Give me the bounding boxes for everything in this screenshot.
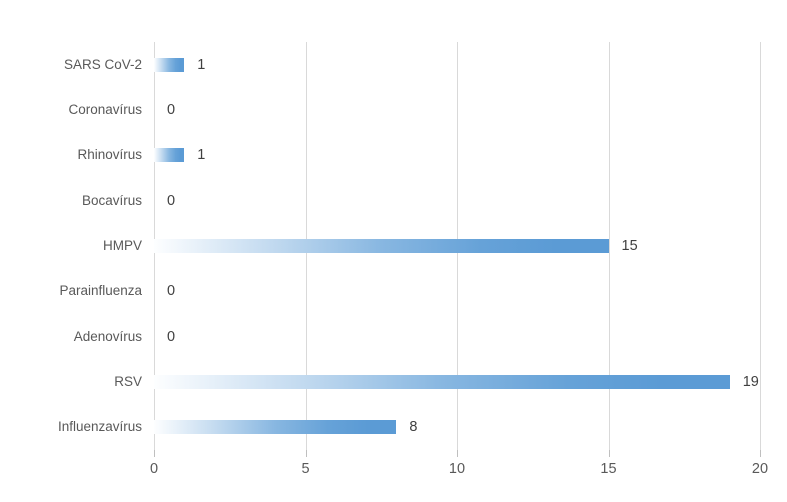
gridline xyxy=(608,42,610,450)
axis-tick-mark xyxy=(154,450,155,457)
x-axis-tick-label: 10 xyxy=(448,461,466,477)
plot-area: 1 0 1 0 15 0 0 19 8 xyxy=(154,42,761,450)
category-label: RSV xyxy=(114,374,142,389)
x-axis-tick-label: 15 xyxy=(600,461,617,477)
category-label: Coronavírus xyxy=(68,102,142,117)
axis-tick-mark xyxy=(457,450,458,457)
category-label: Parainfluenza xyxy=(59,283,142,299)
bar-row: 0 xyxy=(154,87,760,132)
x-axis-tick-label: 0 xyxy=(149,461,159,477)
bar-row: 0 xyxy=(154,269,760,314)
value-label: 1 xyxy=(197,147,206,164)
bar-row: 0 xyxy=(154,178,760,223)
bar-row: 8 xyxy=(154,405,760,450)
category-label: Rhinovírus xyxy=(77,147,142,163)
bar xyxy=(154,420,397,435)
bar xyxy=(154,374,730,389)
value-label: 0 xyxy=(167,192,176,209)
value-label: 15 xyxy=(621,237,638,254)
category-label: Bocavírus xyxy=(81,192,142,208)
bar-row: 0 xyxy=(154,314,760,359)
bar-row: 1 xyxy=(154,133,760,178)
bar-row: 1 xyxy=(154,42,760,87)
value-label: 0 xyxy=(167,283,176,300)
x-axis-tick-label: 5 xyxy=(301,461,310,477)
category-label: Influenzavírus xyxy=(57,419,142,435)
category-label: HMPV xyxy=(102,238,142,253)
value-label: 1 xyxy=(197,56,206,73)
bar-row: 15 xyxy=(154,223,760,268)
category-label: SARS CoV-2 xyxy=(63,56,142,72)
value-label: 19 xyxy=(742,373,759,390)
axis-tick-mark xyxy=(608,450,610,457)
bar xyxy=(154,57,185,72)
bar-row: 19 xyxy=(154,359,760,404)
gridline xyxy=(760,42,761,450)
value-label: 0 xyxy=(167,101,176,118)
x-axis-tick-label: 20 xyxy=(751,461,769,477)
bar xyxy=(154,148,185,163)
value-label: 0 xyxy=(167,328,176,345)
bar xyxy=(154,238,609,253)
axis-tick-mark xyxy=(305,450,307,457)
category-label: Adenovírus xyxy=(73,328,142,344)
axis-tick-mark xyxy=(760,450,761,457)
value-label: 8 xyxy=(409,419,418,436)
